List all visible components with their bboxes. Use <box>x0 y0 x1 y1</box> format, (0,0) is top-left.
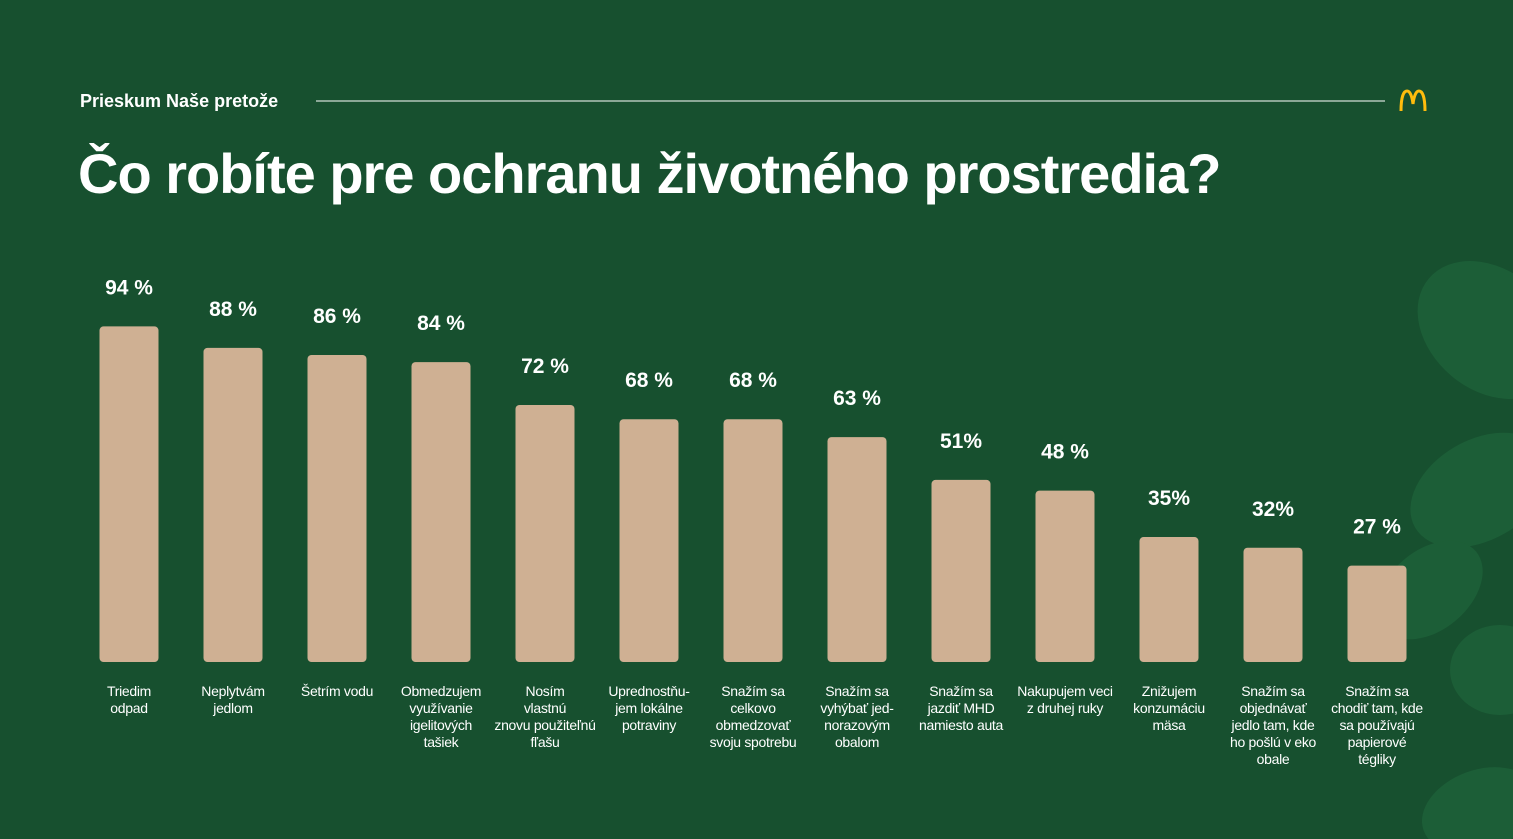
bar <box>307 354 367 662</box>
bar <box>827 437 887 662</box>
bar <box>723 419 783 662</box>
category-label: Obmedzujem využívanie igelitových tašiek <box>400 683 482 750</box>
category-label: Neplytvám jedlom <box>201 683 265 716</box>
value-label: 72 % <box>521 355 569 378</box>
category-label: Nosím vlastnú znovu použiteľnú fľašu <box>494 683 596 750</box>
value-label: 68 % <box>729 369 777 392</box>
value-label: 48 % <box>1041 441 1089 464</box>
category-label: Snažím sa jazdiť MHD namiesto auta <box>918 683 1004 733</box>
value-label: 35% <box>1148 487 1190 510</box>
category-label: Znižujem konzumáciu mäsa <box>1133 683 1205 733</box>
header: Prieskum Naše pretože <box>80 91 278 111</box>
value-label: 86 % <box>313 305 361 328</box>
bar <box>1243 547 1303 662</box>
value-label: 32% <box>1252 498 1294 521</box>
logo <box>1399 89 1427 112</box>
leaf-decoration <box>1377 261 1513 839</box>
bar <box>203 347 263 662</box>
value-label: 94 % <box>105 276 153 299</box>
bar <box>1035 490 1095 662</box>
category-label: Snažím sa vyhýbať jed- norazovým obalom <box>820 683 894 750</box>
bar <box>515 404 575 662</box>
value-label: 63 % <box>833 387 881 410</box>
chart-title: Čo robíte pre ochranu životného prostred… <box>78 142 1220 205</box>
category-label: Snažím sa objednávať jedlo tam, kde ho p… <box>1229 683 1317 767</box>
value-label: 27 % <box>1353 516 1401 539</box>
value-label: 84 % <box>417 312 465 335</box>
category-label: Snažím sa celkovo obmedzovať svoju spotr… <box>709 683 797 750</box>
category-label: Šetrím vodu <box>300 683 374 699</box>
value-label: 68 % <box>625 369 673 392</box>
category-label: Nakupujem veci z druhej ruky <box>1017 683 1113 716</box>
category-label: Triedim odpad <box>106 683 152 716</box>
category-label: Uprednostňu- jem lokálne potraviny <box>608 683 690 733</box>
bar <box>619 419 679 662</box>
bar <box>1347 565 1407 662</box>
category-label: Snažím sa chodiť tam, kde sa používajú p… <box>1331 683 1423 767</box>
bar <box>931 479 991 662</box>
bar <box>1139 537 1199 662</box>
bar <box>99 326 159 662</box>
value-label: 88 % <box>209 298 257 321</box>
value-label: 51% <box>940 430 982 453</box>
bar <box>411 362 471 662</box>
